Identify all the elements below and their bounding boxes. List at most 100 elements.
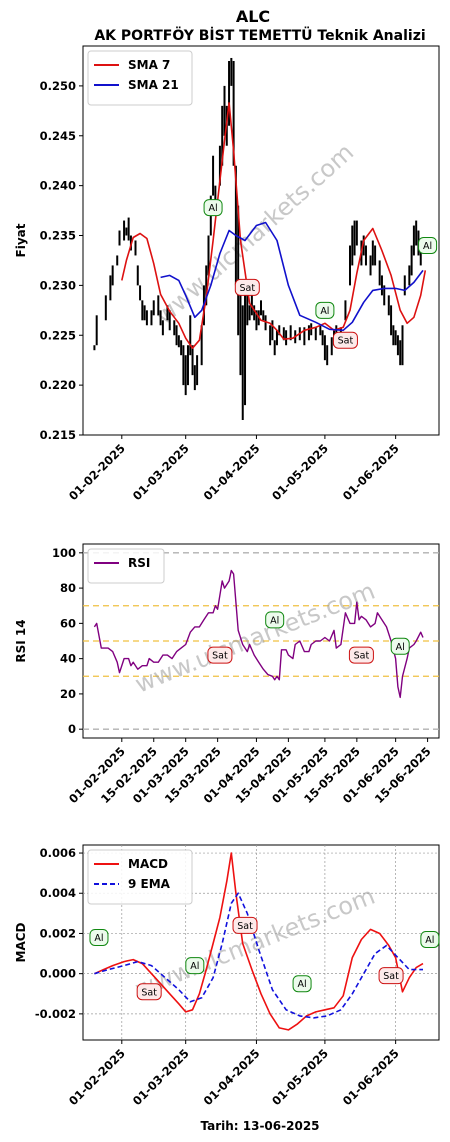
y-tick-label: 0 xyxy=(68,722,76,736)
legend-entry: SMA 7 xyxy=(128,58,170,72)
buy-signal: Al xyxy=(265,611,285,629)
y-tick-label: 0.225 xyxy=(40,328,76,342)
sell-signal: Sat xyxy=(136,983,162,1001)
signal-box xyxy=(390,637,410,655)
x-tick-label: 01-03-2025 xyxy=(130,1046,192,1108)
series-line-macd xyxy=(94,852,424,1031)
y-tick-label: 20 xyxy=(60,687,76,701)
y-tick-label: 40 xyxy=(60,652,76,666)
y-tick-label: 0.230 xyxy=(40,278,76,292)
plot-area xyxy=(82,45,440,436)
legend-entry: 9 EMA xyxy=(128,877,171,891)
buy-signal: Al xyxy=(418,236,438,254)
signal-box xyxy=(420,930,440,948)
legend: MACD 9 EMA xyxy=(87,849,193,905)
buy-signal: Al xyxy=(203,199,223,217)
buy-signal: Al xyxy=(390,637,410,655)
series-line-rsi xyxy=(93,569,424,699)
legend: RSI xyxy=(87,548,165,584)
x-tick-label: 15-06-2025 xyxy=(372,744,434,806)
signal-label: Sat xyxy=(354,651,370,662)
y-tick-label: 0.004 xyxy=(40,886,76,900)
signal-box xyxy=(207,646,233,664)
y-tick-label: 60 xyxy=(60,616,76,630)
signal-box xyxy=(348,646,374,664)
series-line-9-ema xyxy=(94,892,423,1019)
chart-subtitle: AK PORTFÖY BİST TEMETTÜ Teknik Analizi xyxy=(94,26,425,44)
legend-entry: MACD xyxy=(128,857,168,871)
series-line-sma-21 xyxy=(160,221,424,332)
y-tick-label: -0.002 xyxy=(35,1007,76,1021)
signal-box xyxy=(203,199,223,217)
price-panel: www.ulcmarkets.comAlSatAlSatAl0.2150.220… xyxy=(14,45,440,503)
series-line-sma-7 xyxy=(121,102,427,349)
y-axis-label: Fiyat xyxy=(14,223,28,257)
y-tick-label: 80 xyxy=(60,581,76,595)
x-tick-label: 01-03-2025 xyxy=(130,441,192,503)
sell-signal: Sat xyxy=(207,646,233,664)
signal-box xyxy=(89,928,109,946)
signal-label: Al xyxy=(425,935,434,946)
signal-box xyxy=(185,957,205,975)
y-tick-label: 0.220 xyxy=(40,378,76,392)
signal-label: Al xyxy=(190,961,199,972)
x-tick-label: 01-06-2025 xyxy=(340,1046,402,1108)
macd-panel: www.ulcmarkets.comAlSatAlSatAlSatAl-0.00… xyxy=(14,844,440,1108)
signal-label: Sat xyxy=(240,283,256,294)
y-tick-label: 0.006 xyxy=(40,846,76,860)
signal-label: Sat xyxy=(383,971,399,982)
x-tick-label: 01-05-2025 xyxy=(269,1046,331,1108)
x-tick-label: 01-06-2025 xyxy=(340,441,402,503)
signal-label: Al xyxy=(270,615,279,626)
buy-signal: Al xyxy=(420,930,440,948)
signal-label: Al xyxy=(298,979,307,990)
x-tick-label: 01-02-2025 xyxy=(66,1046,128,1108)
signal-box xyxy=(292,975,312,993)
sell-signal: Sat xyxy=(348,646,374,664)
signal-box xyxy=(232,916,258,934)
signal-label: Al xyxy=(94,933,103,944)
x-tick-label: 01-02-2025 xyxy=(66,441,128,503)
legend-frame xyxy=(87,548,165,584)
signal-box xyxy=(378,967,404,985)
buy-signal: Al xyxy=(89,928,109,946)
signal-label: Sat xyxy=(237,921,253,932)
y-axis-label: RSI 14 xyxy=(14,619,28,662)
y-axis-label: MACD xyxy=(14,922,28,962)
y-tick-label: 100 xyxy=(52,546,76,560)
x-tick-label: 01-05-2025 xyxy=(269,441,331,503)
signal-box xyxy=(234,278,260,296)
chart-title: ALC xyxy=(236,7,270,26)
y-tick-label: 0.215 xyxy=(40,428,76,442)
sell-signal: Sat xyxy=(234,278,260,296)
x-tick-label: 01-04-2025 xyxy=(201,441,263,503)
sell-signal: Sat xyxy=(332,331,358,349)
signal-label: Al xyxy=(396,642,405,653)
signal-label: Al xyxy=(209,203,218,214)
buy-signal: Al xyxy=(292,975,312,993)
buy-signal: Al xyxy=(185,957,205,975)
signal-label: Sat xyxy=(141,987,157,998)
buy-signal: Al xyxy=(315,301,335,319)
legend-entry: RSI xyxy=(128,556,150,570)
sell-signal: Sat xyxy=(232,916,258,934)
signal-box xyxy=(418,236,438,254)
y-tick-label: 0.250 xyxy=(40,79,76,93)
y-tick-label: 0.240 xyxy=(40,179,76,193)
signal-label: Sat xyxy=(212,651,228,662)
sell-signal: Sat xyxy=(378,967,404,985)
signal-box xyxy=(315,301,335,319)
signal-box xyxy=(265,611,285,629)
y-tick-label: 0.245 xyxy=(40,129,76,143)
x-axis-label: Tarih: 13-06-2025 xyxy=(200,1119,319,1133)
signal-label: Sat xyxy=(338,336,354,347)
signal-box xyxy=(332,331,358,349)
y-tick-label: 0.002 xyxy=(40,926,76,940)
rsi-panel: www.ulcmarkets.comSatAlSatAl020406080100… xyxy=(14,543,440,806)
signal-label: Al xyxy=(423,241,432,252)
signal-label: Al xyxy=(320,306,329,317)
legend-entry: SMA 21 xyxy=(128,78,179,92)
y-tick-label: 0.235 xyxy=(40,229,76,243)
legend: SMA 7 SMA 21 xyxy=(87,50,193,106)
